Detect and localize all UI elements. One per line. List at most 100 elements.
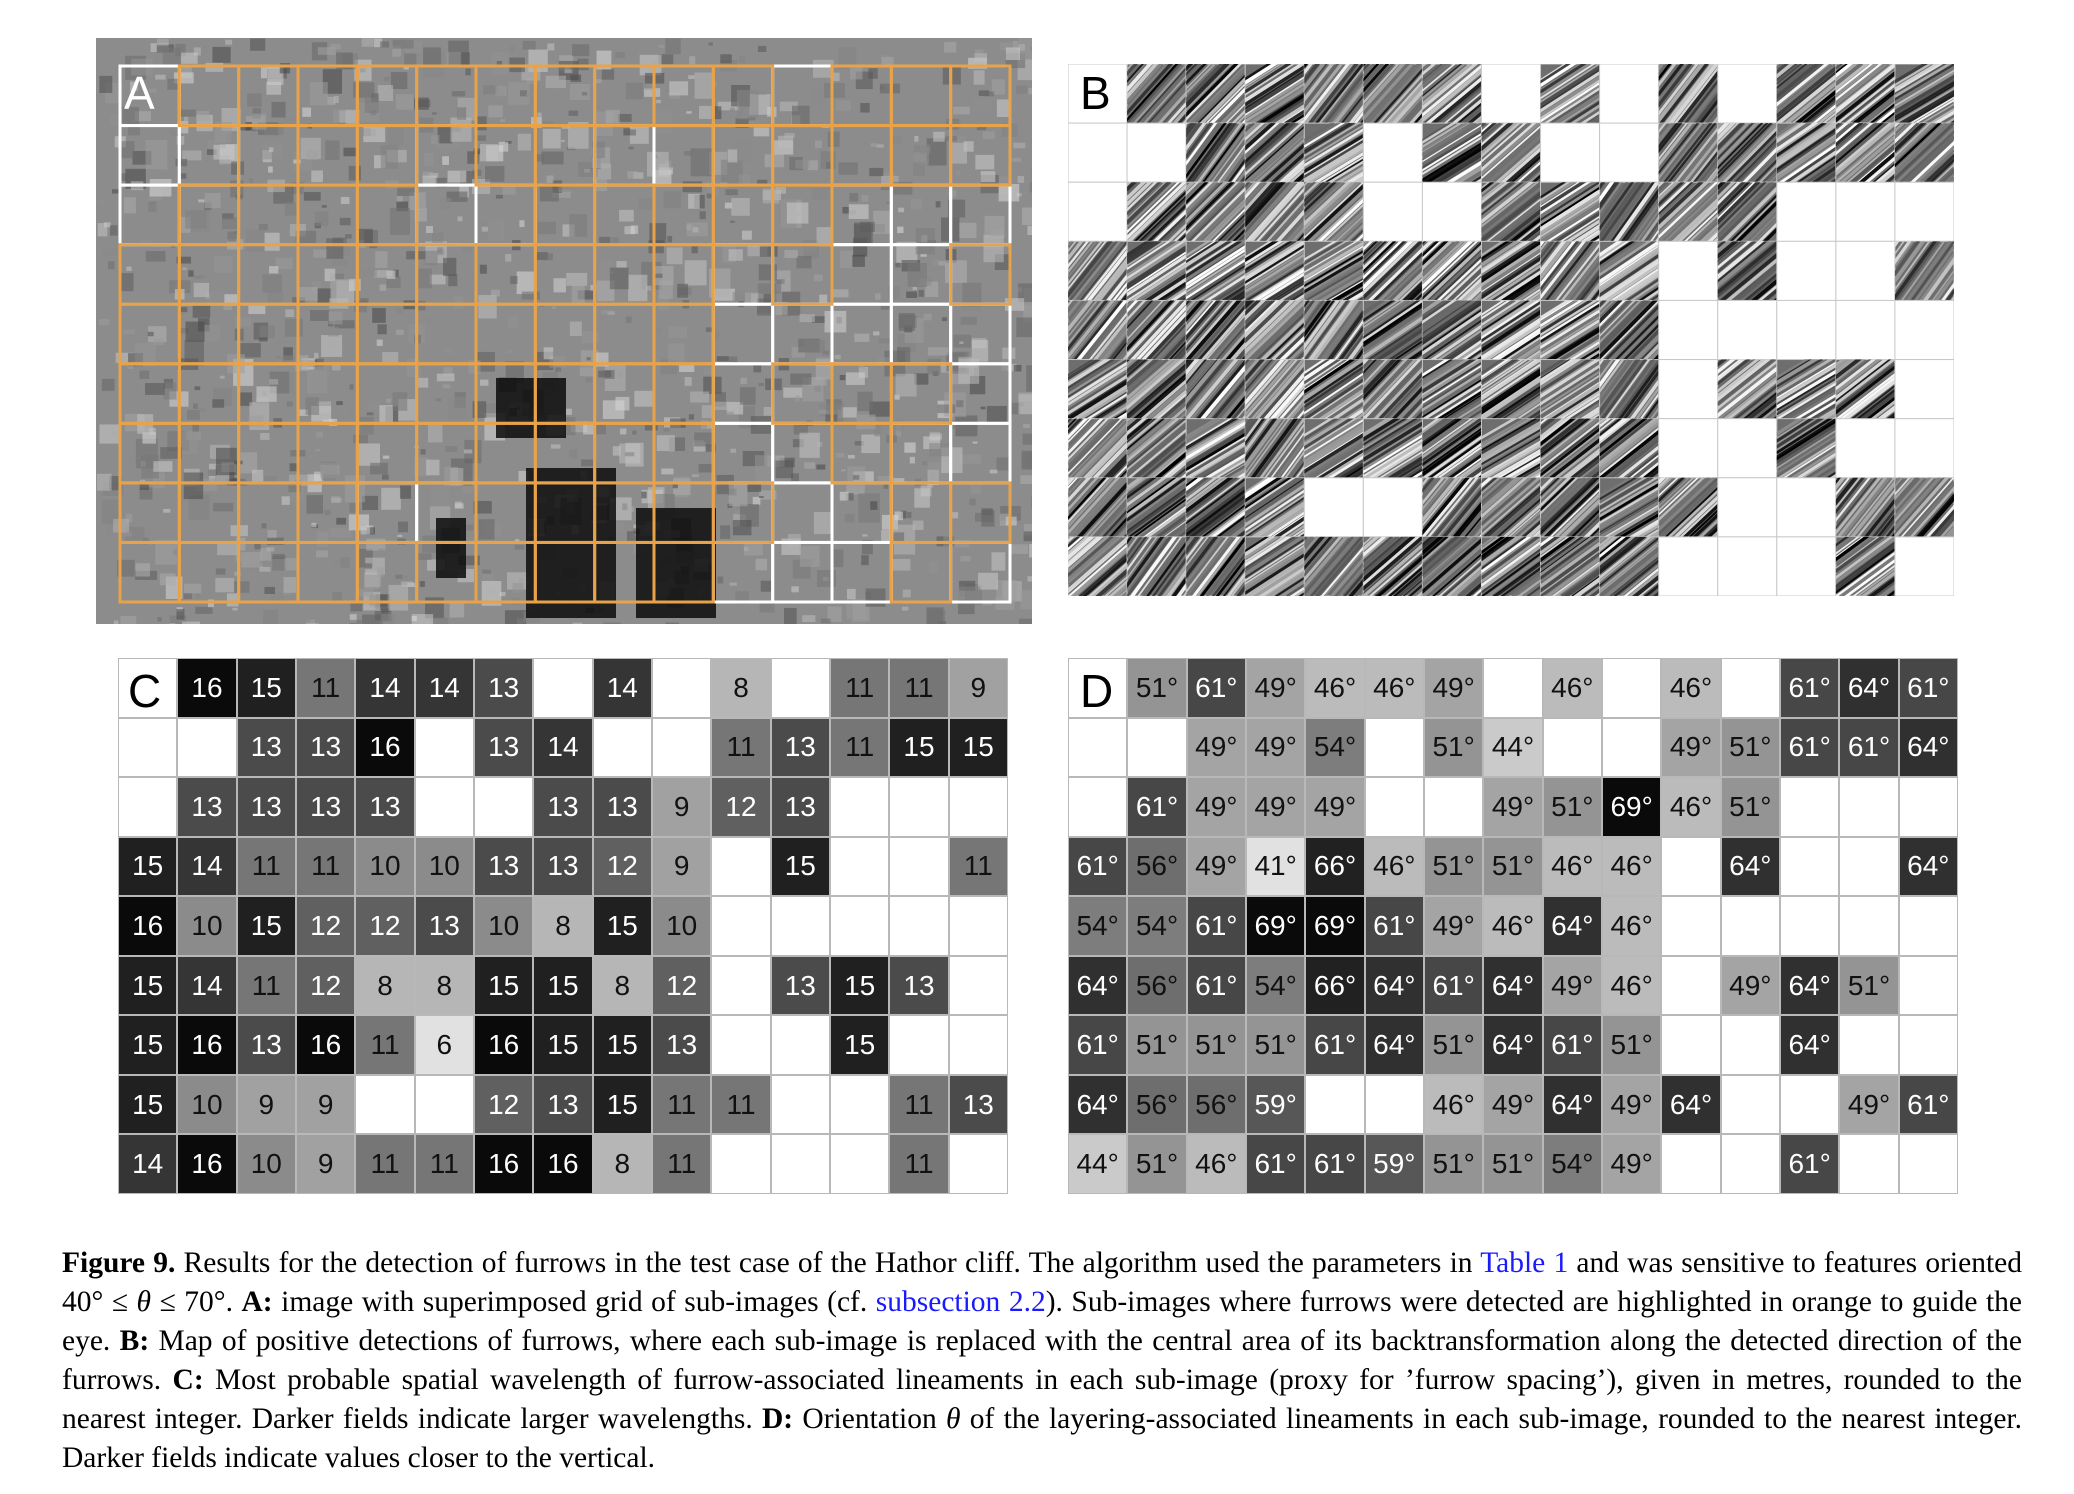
orientation-cell: 64° bbox=[1068, 1074, 1128, 1135]
orientation-cell: 61° bbox=[1186, 896, 1246, 956]
wavelength-cell: 16 bbox=[533, 1134, 593, 1194]
wavelength-cell bbox=[592, 717, 652, 778]
orientation-cell bbox=[1720, 1015, 1780, 1075]
wavelength-cell: 13 bbox=[473, 836, 534, 897]
backtransform-sub-image bbox=[1303, 418, 1364, 479]
empty-sub-image bbox=[1480, 63, 1542, 124]
orientation-cell bbox=[1661, 955, 1721, 1016]
wavelength-cell: 13 bbox=[770, 777, 830, 837]
backtransform-sub-image bbox=[1421, 536, 1482, 597]
orientation-cell: 49° bbox=[1423, 896, 1484, 956]
orientation-cell: 51° bbox=[1423, 836, 1484, 897]
orientation-cell: 61° bbox=[1779, 658, 1840, 718]
orientation-cell: 46° bbox=[1542, 658, 1602, 718]
orientation-cell: 51° bbox=[1720, 777, 1780, 837]
orientation-cell: 61° bbox=[1127, 777, 1187, 837]
backtransform-sub-image bbox=[1480, 418, 1542, 479]
wavelength-cell: 13 bbox=[473, 717, 534, 778]
backtransform-sub-image bbox=[1599, 536, 1660, 597]
empty-sub-image bbox=[1717, 477, 1778, 538]
orientation-cell: 56° bbox=[1127, 836, 1187, 897]
orientation-cell: 44° bbox=[1483, 717, 1543, 778]
wavelength-cell: 14 bbox=[414, 658, 474, 718]
backtransform-sub-image bbox=[1244, 359, 1305, 420]
wavelength-cell: 16 bbox=[473, 1134, 534, 1194]
wavelength-cell bbox=[770, 1134, 830, 1194]
wavelength-cell: 10 bbox=[236, 1134, 296, 1194]
backtransform-sub-image bbox=[1776, 359, 1837, 420]
panel-b-letter: B bbox=[1080, 67, 1111, 119]
backtransform-sub-image bbox=[1717, 359, 1778, 420]
orientation-cell: 61° bbox=[1305, 1015, 1365, 1075]
orientation-cell: 49° bbox=[1423, 658, 1484, 718]
orientation-cell bbox=[1364, 777, 1424, 837]
orientation-cell bbox=[1839, 1134, 1899, 1194]
wavelength-cell bbox=[829, 1074, 890, 1135]
empty-sub-image bbox=[1776, 299, 1837, 361]
wavelength-cell: 8 bbox=[533, 896, 593, 956]
backtransform-sub-image bbox=[1480, 359, 1542, 420]
empty-sub-image bbox=[1658, 418, 1719, 479]
wavelength-cell: 11 bbox=[651, 1074, 712, 1135]
wavelength-cell: 8 bbox=[414, 955, 474, 1016]
backtransform-sub-image bbox=[1362, 63, 1423, 124]
wavelength-cell: 16 bbox=[473, 1015, 534, 1075]
wavelength-cell: 16 bbox=[177, 1134, 237, 1194]
wavelength-cell: 11 bbox=[236, 955, 296, 1016]
empty-sub-image bbox=[1658, 359, 1719, 420]
wavelength-cell: 15 bbox=[770, 836, 830, 897]
orientation-cell: 61° bbox=[1898, 1074, 1958, 1135]
orientation-cell: 51° bbox=[1423, 1134, 1484, 1194]
empty-sub-image bbox=[1776, 181, 1837, 242]
orientation-cell: 46° bbox=[1186, 1134, 1246, 1194]
orientation-cell: 61° bbox=[1779, 1134, 1840, 1194]
backtransform-sub-image bbox=[1244, 418, 1305, 479]
wavelength-cell bbox=[829, 777, 890, 837]
orientation-cell: 51° bbox=[1542, 777, 1602, 837]
backtransform-sub-image bbox=[1244, 240, 1305, 301]
orientation-cell: 56° bbox=[1127, 955, 1187, 1016]
orientation-cell: 64° bbox=[1483, 955, 1543, 1016]
backtransform-sub-image bbox=[1776, 63, 1837, 124]
panel-a-image: A bbox=[96, 38, 1032, 624]
wavelength-cell: 10 bbox=[473, 896, 534, 956]
orientation-cell bbox=[1127, 717, 1187, 778]
empty-sub-image bbox=[1776, 477, 1837, 538]
empty-sub-image bbox=[1067, 122, 1128, 183]
backtransform-sub-image bbox=[1894, 63, 1955, 124]
orientation-cell bbox=[1779, 836, 1840, 897]
backtransform-sub-image bbox=[1244, 536, 1305, 597]
orientation-cell: 56° bbox=[1186, 1074, 1246, 1135]
backtransform-sub-image bbox=[1244, 63, 1305, 124]
wavelength-cell bbox=[473, 777, 534, 837]
wavelength-cell: 15 bbox=[533, 955, 593, 1016]
caption-c-text: Most probable spatial wavelength of furr… bbox=[62, 1364, 2022, 1435]
orientation-cell: 51° bbox=[1601, 1015, 1662, 1075]
backtransform-sub-image bbox=[1303, 181, 1364, 242]
subsection-2-2-link[interactable]: subsection 2.2 bbox=[875, 1286, 1046, 1318]
wavelength-cell bbox=[414, 717, 474, 778]
wavelength-cell: 13 bbox=[295, 717, 356, 778]
wavelength-cell bbox=[829, 1134, 890, 1194]
orientation-cell: 61° bbox=[1423, 955, 1484, 1016]
orientation-cell bbox=[1898, 1134, 1958, 1194]
grid-cell-detected bbox=[652, 540, 715, 604]
wavelength-cell bbox=[711, 1015, 771, 1075]
wavelength-cell: 16 bbox=[118, 896, 178, 956]
orientation-cell: 61° bbox=[1186, 955, 1246, 1016]
wavelength-cell: 8 bbox=[592, 955, 652, 1016]
grid-cell-detected bbox=[949, 243, 1012, 306]
orientation-cell: 66° bbox=[1305, 955, 1365, 1016]
wavelength-cell bbox=[889, 896, 949, 956]
orientation-cell: 61° bbox=[1186, 658, 1246, 718]
orientation-cell: 51° bbox=[1245, 1015, 1306, 1075]
orientation-cell: 69° bbox=[1305, 896, 1365, 956]
caption-c-label: C: bbox=[172, 1364, 204, 1396]
wavelength-cell: 10 bbox=[355, 836, 415, 897]
wavelength-cell: 13 bbox=[473, 658, 534, 718]
orientation-cell: 61° bbox=[1245, 1134, 1306, 1194]
wavelength-cell: 11 bbox=[948, 836, 1008, 897]
orientation-cell bbox=[1661, 1134, 1721, 1194]
table-1-link[interactable]: Table 1 bbox=[1480, 1247, 1569, 1279]
grid-cell-detected bbox=[771, 243, 834, 306]
